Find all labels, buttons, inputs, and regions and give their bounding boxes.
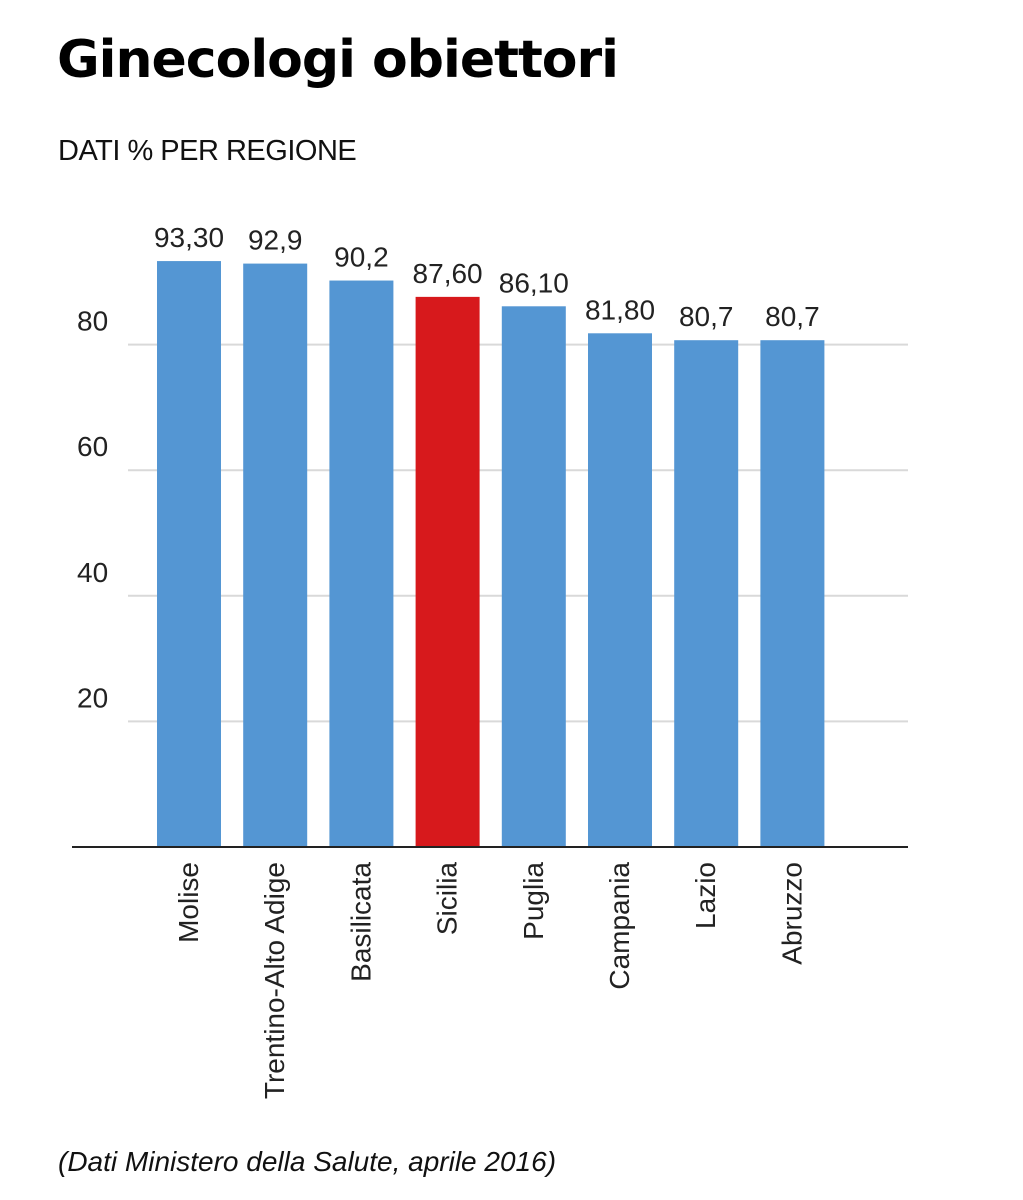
chart-subtitle: DATI % PER REGIONE [58, 135, 357, 167]
bar-abruzzo [760, 340, 825, 847]
x-category-label: Basilicata [345, 862, 376, 982]
bar-value-label: 80,7 [679, 301, 734, 332]
bar-puglia [501, 306, 566, 847]
bar-value-label: 86,10 [499, 267, 569, 298]
bar-value-label: 92,9 [248, 225, 303, 256]
y-tick-label: 20 [77, 682, 108, 713]
bar-value-label: 90,2 [334, 242, 389, 273]
y-tick-label: 40 [77, 557, 108, 588]
y-tick-label: 60 [77, 431, 108, 462]
bar-sicilia [415, 296, 480, 847]
bar-value-label: 81,80 [585, 294, 655, 325]
x-category-label: Molise [173, 862, 204, 943]
bar-value-label: 87,60 [413, 258, 483, 289]
bar-molise [157, 261, 221, 847]
bar-basilicata [329, 280, 394, 847]
x-category-label: Trentino-Alto Adige [259, 862, 290, 1099]
bar-campania [588, 333, 652, 847]
chart-title: Ginecologi obiettori [57, 30, 619, 90]
x-category-label: Campania [604, 862, 635, 990]
bar-value-label: 80,7 [765, 301, 820, 332]
bar-lazio [674, 340, 739, 847]
x-category-label: Puglia [518, 862, 549, 940]
source-note: (Dati Ministero della Salute, aprile 201… [58, 1146, 557, 1177]
y-tick-label: 80 [77, 306, 108, 337]
bar-trentino-alto-adige [243, 263, 308, 847]
x-category-label: Abruzzo [776, 862, 807, 965]
x-category-label: Sicilia [432, 862, 463, 936]
x-category-label: Lazio [690, 862, 721, 929]
bar-value-label: 93,30 [154, 222, 224, 253]
